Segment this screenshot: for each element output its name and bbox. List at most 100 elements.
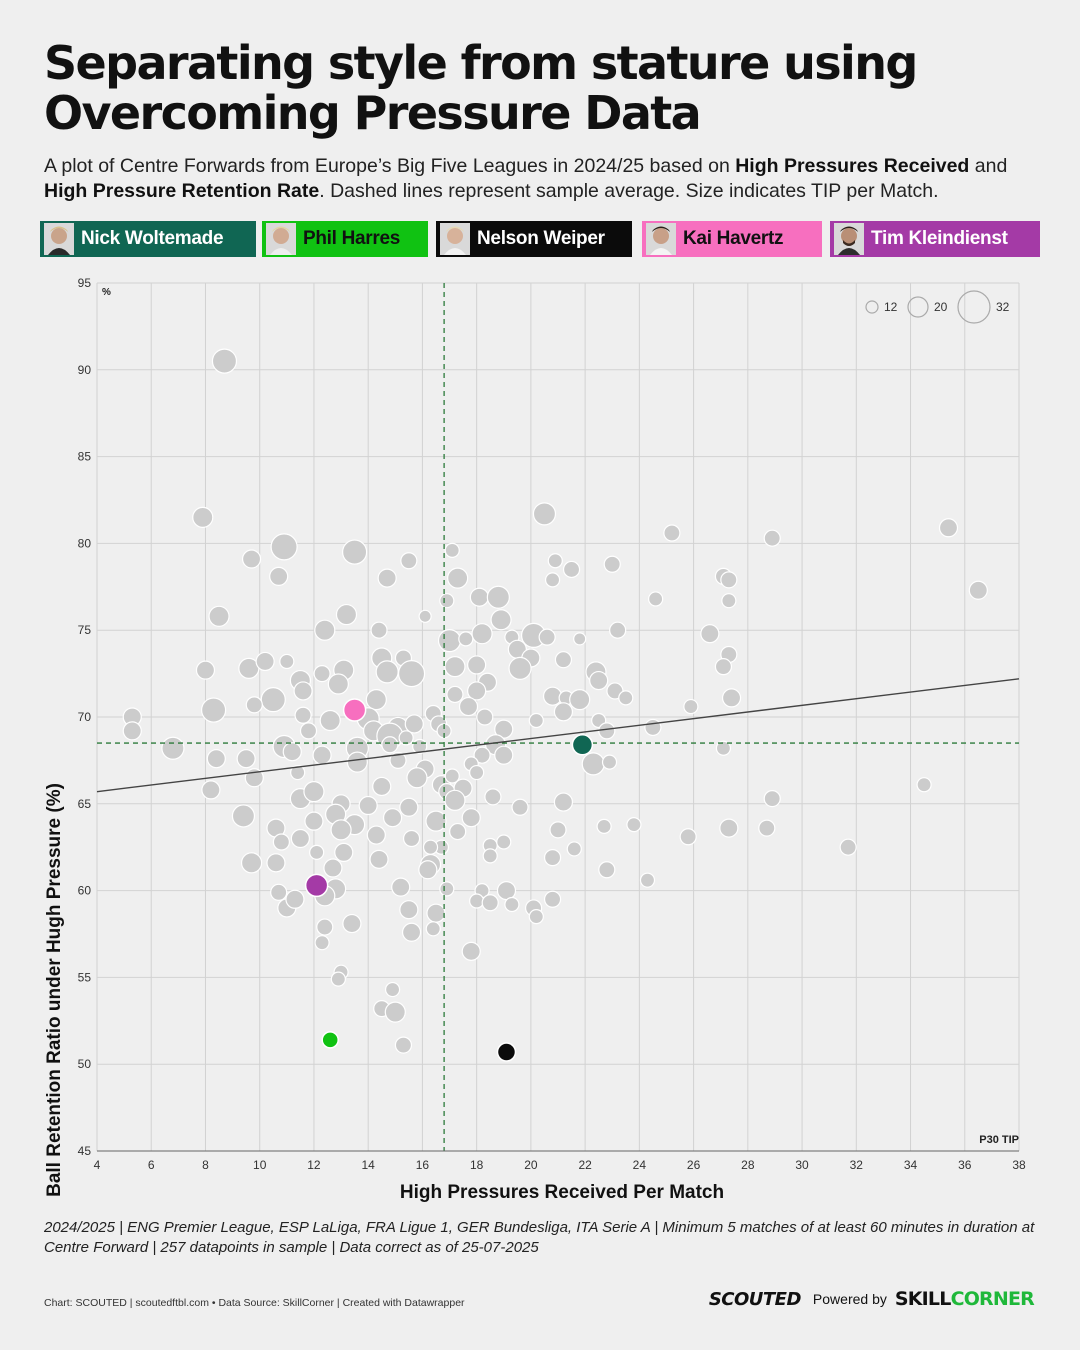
corner-label: P30 TIP [979, 1134, 1019, 1146]
data-point [375, 660, 399, 684]
data-point [382, 808, 403, 828]
highlight-point-nick-woltemade [571, 734, 594, 756]
data-point [391, 877, 411, 897]
data-point [532, 502, 557, 526]
data-point [494, 745, 514, 765]
brand-row: SCOUTED Powered by SKILLCORNER [709, 1288, 1035, 1310]
data-point [469, 587, 489, 607]
data-point [496, 834, 512, 850]
highlighted-points [304, 698, 594, 1062]
player-name: Phil Harres [303, 228, 401, 249]
data-point [439, 881, 455, 897]
data-point [504, 896, 520, 913]
player-avatar-icon [266, 223, 296, 255]
data-point [447, 567, 469, 589]
highlight-point-phil-harres [321, 1031, 339, 1049]
data-point [528, 712, 544, 729]
data-point [372, 776, 392, 797]
y-tick-label: 65 [78, 797, 92, 811]
y-tick-label: 95 [78, 276, 92, 290]
y-tick-label: 45 [78, 1144, 92, 1158]
player-avatar-icon [834, 223, 864, 255]
data-point [721, 688, 742, 708]
data-point [562, 560, 581, 579]
data-point [294, 706, 312, 724]
data-point [573, 632, 587, 646]
data-point [469, 764, 485, 781]
data-point [314, 935, 330, 951]
x-tick-label: 4 [94, 1158, 101, 1172]
data-point [763, 789, 781, 808]
subtitle-text-1: A plot of Centre Forwards from Europe’s … [44, 155, 736, 177]
x-tick-label: 10 [253, 1158, 267, 1172]
data-point [290, 764, 306, 781]
data-point [484, 788, 502, 806]
data-point [758, 819, 776, 837]
x-tick-label: 30 [795, 1158, 809, 1172]
data-point [508, 656, 532, 680]
subtitle-text-3: . Dashed lines represent sample average.… [319, 180, 939, 202]
data-point [486, 585, 510, 609]
size-legend-label: 32 [996, 300, 1010, 314]
highlight-point-kai-havertz [342, 698, 367, 722]
chart-axes: 4 6 8 10 12 14 16 18 20 22 24 26 28 30 32 34 36 38 45 50 55 6… [78, 276, 1026, 1172]
data-point [458, 696, 479, 717]
size-legend-circle [907, 296, 929, 318]
data-point [399, 900, 419, 920]
data-point [342, 539, 368, 565]
data-point [279, 653, 295, 670]
data-point [201, 780, 221, 800]
size-legend-circle [957, 290, 991, 324]
data-point [303, 781, 325, 803]
data-point [648, 591, 664, 607]
data-point [370, 621, 388, 639]
data-point [461, 941, 481, 961]
highlight-point-nelson-weiper [496, 1042, 517, 1062]
data-point [458, 631, 474, 647]
data-point [195, 660, 216, 680]
data-point [553, 702, 574, 722]
data-point [719, 818, 739, 838]
data-point [471, 623, 493, 645]
y-tick-label: 80 [78, 536, 92, 550]
data-point [255, 651, 275, 672]
data-point [231, 804, 256, 828]
chart-subtitle: A plot of Centre Forwards from Europe’s … [44, 154, 1054, 204]
data-point [714, 658, 733, 676]
data-point [334, 842, 354, 863]
player-tag-nick-woltemade: Nick Woltemade [40, 221, 256, 257]
data-point [422, 839, 439, 855]
skillcorner-logo-part-1: SKILL [894, 1288, 951, 1310]
player-avatar-icon [44, 223, 74, 255]
data-point [201, 697, 227, 723]
data-point [679, 828, 697, 846]
data-point [482, 848, 498, 864]
data-point [543, 849, 562, 867]
data-point [399, 797, 419, 817]
footnote: 2024/2025 | ENG Premier League, ESP LaLi… [44, 1219, 1035, 1256]
size-legend: 12 20 32 [865, 290, 1010, 324]
data-point [968, 580, 988, 600]
data-point [309, 844, 325, 861]
data-point [418, 609, 432, 623]
x-tick-label: 34 [904, 1158, 918, 1172]
y-unit-label: % [102, 287, 111, 298]
data-point [601, 754, 618, 770]
y-axis-label: Ball Retention Ratio under Hugh Pressure… [44, 783, 65, 1197]
data-point [603, 555, 621, 573]
data-point [511, 798, 529, 816]
x-tick-label: 32 [850, 1158, 864, 1172]
skillcorner-logo-part-2: CORNER [950, 1288, 1035, 1310]
data-point [330, 819, 352, 841]
data-point [596, 818, 612, 834]
player-name: Tim Kleindienst [871, 228, 1008, 249]
trend-line [96, 678, 1020, 793]
data-point [543, 890, 562, 908]
data-point [402, 829, 421, 848]
x-tick-label: 12 [307, 1158, 321, 1172]
y-tick-label: 85 [78, 450, 92, 464]
x-tick-label: 36 [958, 1158, 972, 1172]
data-point [377, 568, 397, 588]
data-point [439, 593, 455, 609]
data-point [397, 660, 426, 688]
